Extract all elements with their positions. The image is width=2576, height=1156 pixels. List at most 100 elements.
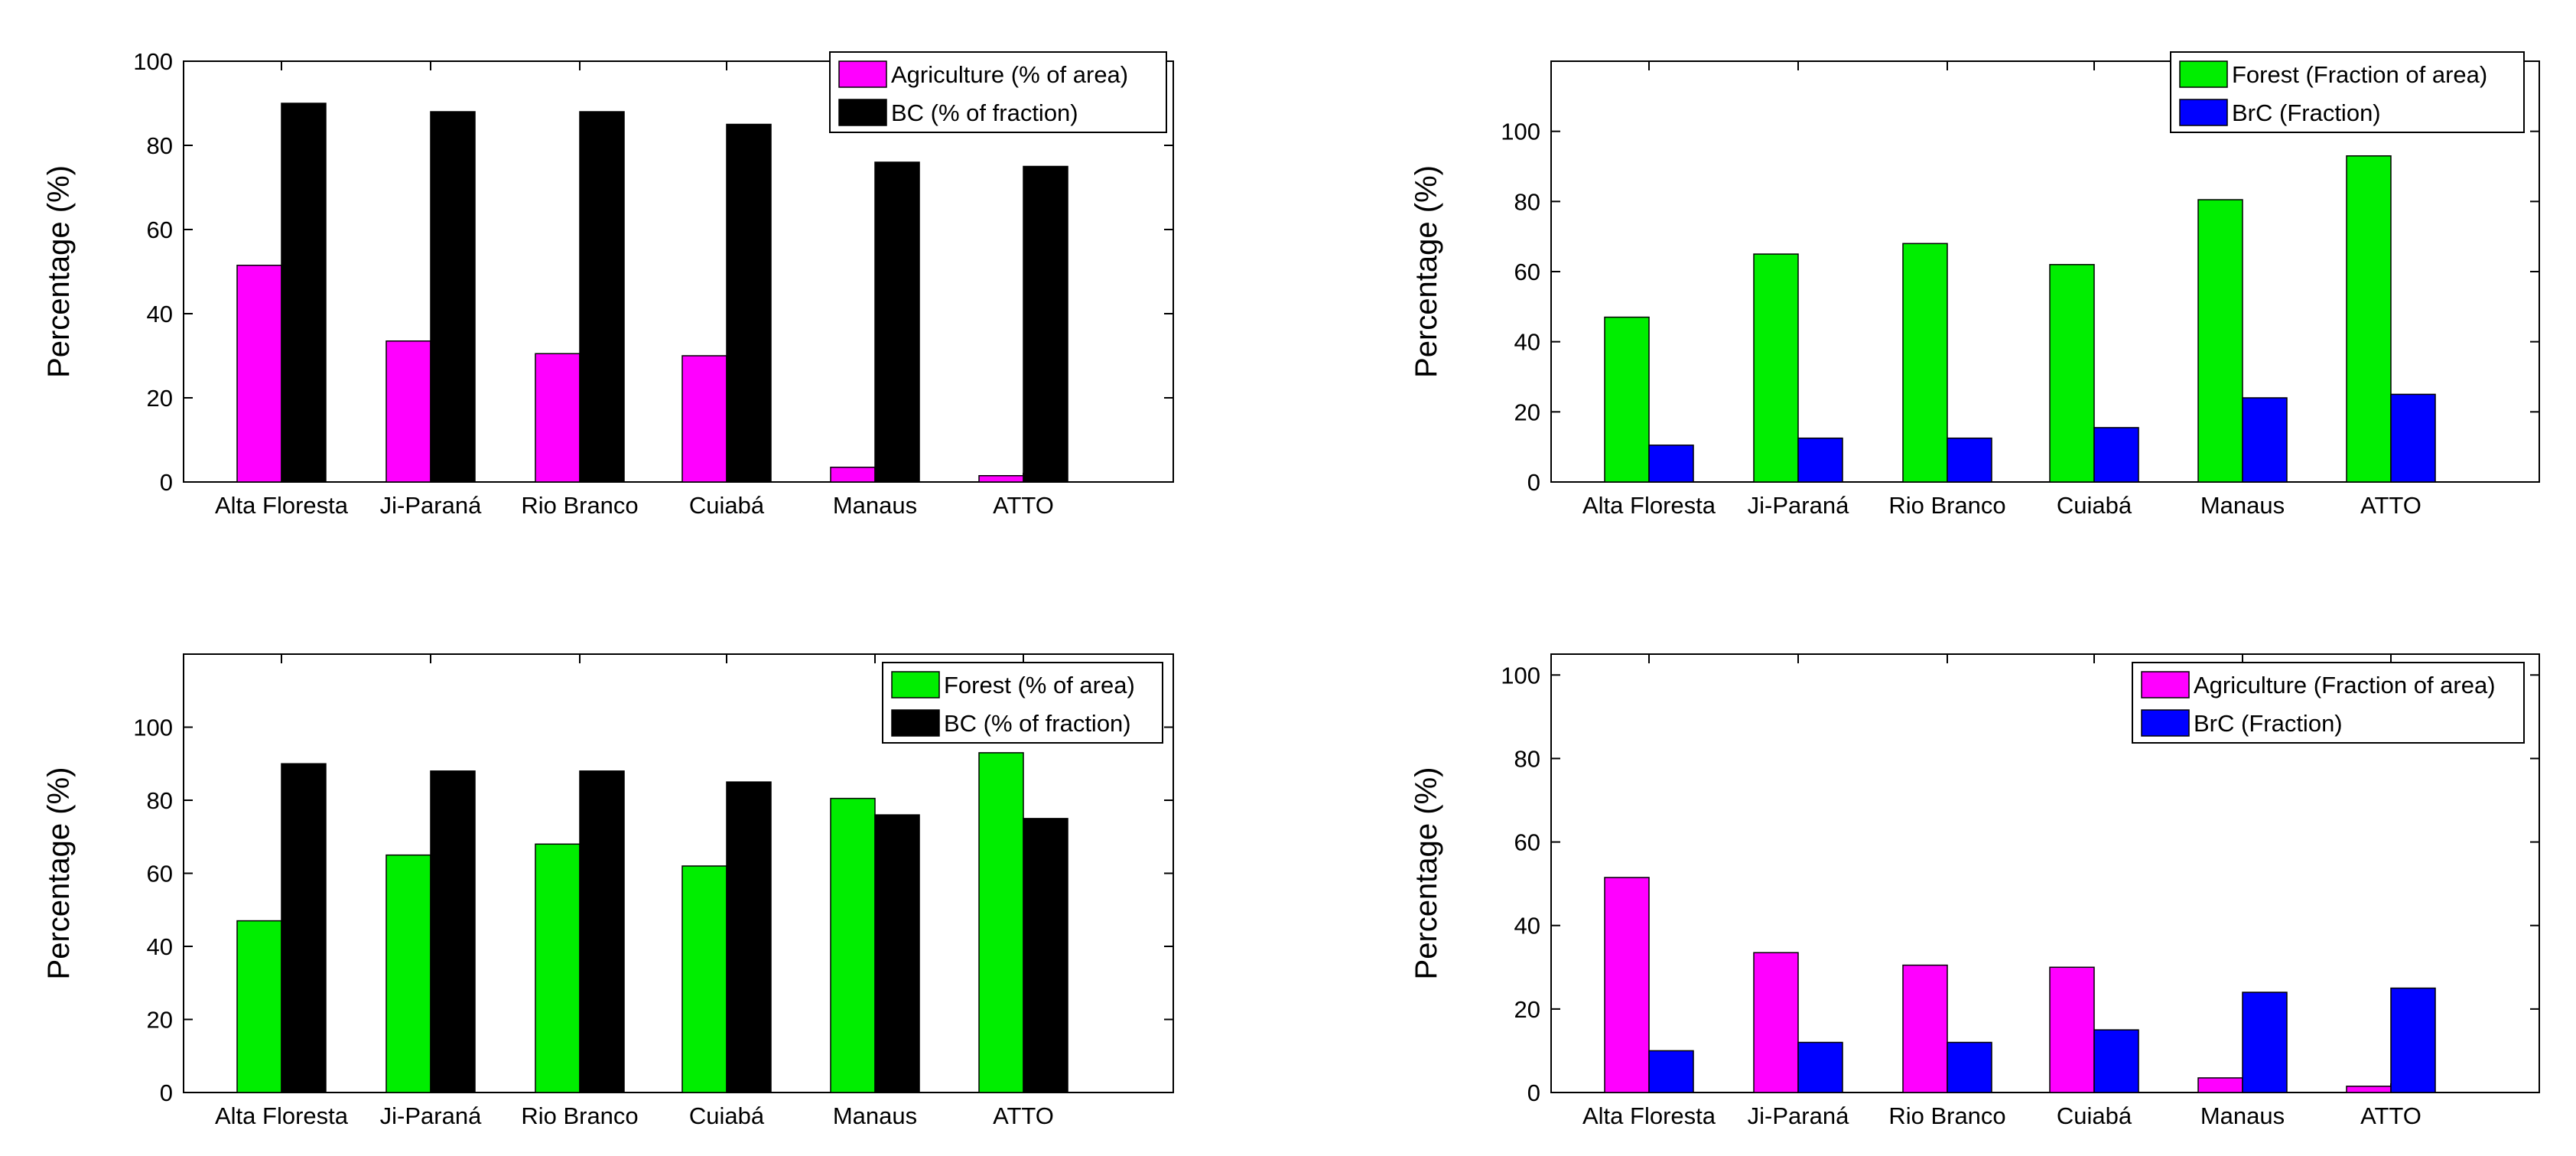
legend-label: Forest (Fraction of area) bbox=[2232, 61, 2487, 88]
bar-brc-2 bbox=[1947, 437, 1992, 483]
y-axis-label: Percentage (%) bbox=[1410, 165, 1443, 378]
bar-agriculture-1 bbox=[1753, 952, 1799, 1093]
y-tick-label: 100 bbox=[133, 48, 173, 75]
chart-panel-bottom-right: 0 20 40 60 80 100 Percentage (%) Alta Floresta J… bbox=[1410, 653, 2540, 1129]
y-tick-label: 0 bbox=[1527, 1079, 1540, 1106]
x-tick-label: Ji-Paraná bbox=[380, 1102, 482, 1129]
y-tick-label: 40 bbox=[1514, 913, 1540, 939]
bar-forest-4 bbox=[2197, 199, 2243, 483]
bar-brc-0 bbox=[1648, 444, 1694, 483]
bar-forest-1 bbox=[1753, 253, 1799, 483]
bar-agriculture-3 bbox=[681, 355, 727, 483]
y-axis-label: Percentage (%) bbox=[1410, 767, 1443, 980]
x-tick-label: Cuiabá bbox=[2057, 1102, 2132, 1129]
legend: Forest (Fraction of area) BrC (Fraction) bbox=[2170, 51, 2525, 133]
x-tick-label: Manaus bbox=[2200, 492, 2285, 519]
legend-label: Agriculture (Fraction of area) bbox=[2194, 672, 2496, 698]
chart-panel-top-left: 0 20 40 60 80 100 Percentage (%) Alta Floresta J… bbox=[42, 48, 1174, 519]
legend-label: Agriculture (% of area) bbox=[891, 61, 1128, 88]
bar-agriculture-4 bbox=[830, 467, 876, 483]
y-tick-label: 40 bbox=[147, 933, 173, 960]
legend: Agriculture (% of area) BC (% of fraction… bbox=[829, 51, 1167, 133]
bar-bc-2 bbox=[579, 111, 625, 483]
x-tick-label: ATTO bbox=[993, 492, 1054, 519]
bar-bc-0 bbox=[281, 103, 327, 483]
bar-agriculture-2 bbox=[1902, 964, 1948, 1093]
bar-agriculture-2 bbox=[535, 353, 581, 483]
legend: Agriculture (Fraction of area) BrC (Fract… bbox=[2132, 662, 2525, 744]
y-tick-label: 20 bbox=[147, 385, 173, 412]
bar-forest-2 bbox=[535, 843, 581, 1093]
legend-label: Forest (% of area) bbox=[944, 672, 1135, 698]
bar-brc-2 bbox=[1947, 1041, 1992, 1093]
bar-bc-2 bbox=[579, 770, 625, 1093]
bar-brc-1 bbox=[1797, 1041, 1843, 1093]
legend-swatch-forest bbox=[2179, 60, 2228, 88]
bar-bc-1 bbox=[430, 111, 476, 483]
bar-forest-0 bbox=[1604, 316, 1650, 483]
bar-brc-1 bbox=[1797, 437, 1843, 483]
x-tick-label: Cuiabá bbox=[689, 1102, 765, 1129]
bar-bc-1 bbox=[430, 770, 476, 1093]
legend-swatch-agriculture bbox=[2141, 671, 2190, 698]
x-tick-label: Manaus bbox=[833, 492, 917, 519]
y-tick-label: 100 bbox=[1501, 119, 1540, 145]
bar-bc-4 bbox=[874, 814, 920, 1093]
legend-swatch-agriculture bbox=[838, 60, 887, 88]
bar-agriculture-1 bbox=[385, 340, 431, 483]
y-tick-label: 100 bbox=[133, 715, 173, 741]
x-tick-label: Ji-Paraná bbox=[1748, 492, 1849, 519]
axes-box bbox=[1550, 653, 2540, 1093]
legend-swatch-brc bbox=[2179, 99, 2228, 126]
bar-agriculture-0 bbox=[1604, 877, 1650, 1093]
bar-forest-1 bbox=[385, 854, 431, 1093]
bar-forest-3 bbox=[2049, 264, 2095, 483]
bar-brc-5 bbox=[2390, 393, 2436, 483]
x-tick-label: Rio Branco bbox=[1888, 1102, 2005, 1129]
bar-bc-5 bbox=[1023, 818, 1068, 1093]
x-tick-label: Rio Branco bbox=[521, 492, 638, 519]
y-tick-label: 20 bbox=[1514, 399, 1540, 425]
bar-bc-3 bbox=[726, 781, 772, 1093]
y-tick-label: 20 bbox=[1514, 996, 1540, 1023]
x-tick-label: Rio Branco bbox=[1888, 492, 2005, 519]
x-tick-label: ATTO bbox=[2360, 1102, 2422, 1129]
legend-label: BrC (Fraction) bbox=[2194, 710, 2343, 737]
y-tick-label: 60 bbox=[147, 861, 173, 887]
x-tick-label: Cuiabá bbox=[2057, 492, 2132, 519]
legend-swatch-bc bbox=[891, 709, 940, 737]
y-tick-label: 60 bbox=[1514, 259, 1540, 285]
y-tick-label: 40 bbox=[147, 301, 173, 327]
y-tick-label: 80 bbox=[1514, 745, 1540, 772]
bar-brc-3 bbox=[2093, 427, 2139, 483]
legend: Forest (% of area) BC (% of fraction) bbox=[882, 662, 1163, 744]
bar-agriculture-5 bbox=[2346, 1086, 2392, 1093]
legend-label: BC (% of fraction) bbox=[891, 99, 1078, 126]
x-tick-label: Alta Floresta bbox=[215, 1102, 349, 1129]
y-tick-label: 0 bbox=[1527, 469, 1540, 496]
x-tick-label: Alta Floresta bbox=[215, 492, 349, 519]
x-tick-label: ATTO bbox=[2360, 492, 2422, 519]
y-tick-label: 40 bbox=[1514, 329, 1540, 356]
bar-brc-0 bbox=[1648, 1050, 1694, 1093]
legend-box bbox=[2132, 662, 2525, 744]
bar-agriculture-0 bbox=[236, 265, 282, 483]
legend-label: BrC (Fraction) bbox=[2232, 99, 2381, 126]
x-tick-label: Ji-Paraná bbox=[1748, 1102, 1849, 1129]
bar-forest-0 bbox=[236, 920, 282, 1093]
bar-forest-5 bbox=[978, 752, 1024, 1093]
bar-brc-4 bbox=[2242, 992, 2288, 1093]
x-tick-label: Alta Floresta bbox=[1582, 1102, 1716, 1129]
bar-brc-5 bbox=[2390, 987, 2436, 1093]
chart-panel-top-right: 0 20 40 60 80 100 Percentage (%) Alta Floresta J… bbox=[1410, 51, 2540, 519]
bar-agriculture-5 bbox=[978, 475, 1024, 483]
x-tick-label: Ji-Paraná bbox=[380, 492, 482, 519]
y-tick-label: 60 bbox=[147, 217, 173, 243]
bar-brc-3 bbox=[2093, 1029, 2139, 1093]
x-tick-label: Cuiabá bbox=[689, 492, 765, 519]
bar-bc-0 bbox=[281, 763, 327, 1093]
y-tick-label: 0 bbox=[160, 1079, 173, 1106]
axes-box bbox=[183, 60, 1174, 483]
y-tick-label: 0 bbox=[160, 469, 173, 496]
